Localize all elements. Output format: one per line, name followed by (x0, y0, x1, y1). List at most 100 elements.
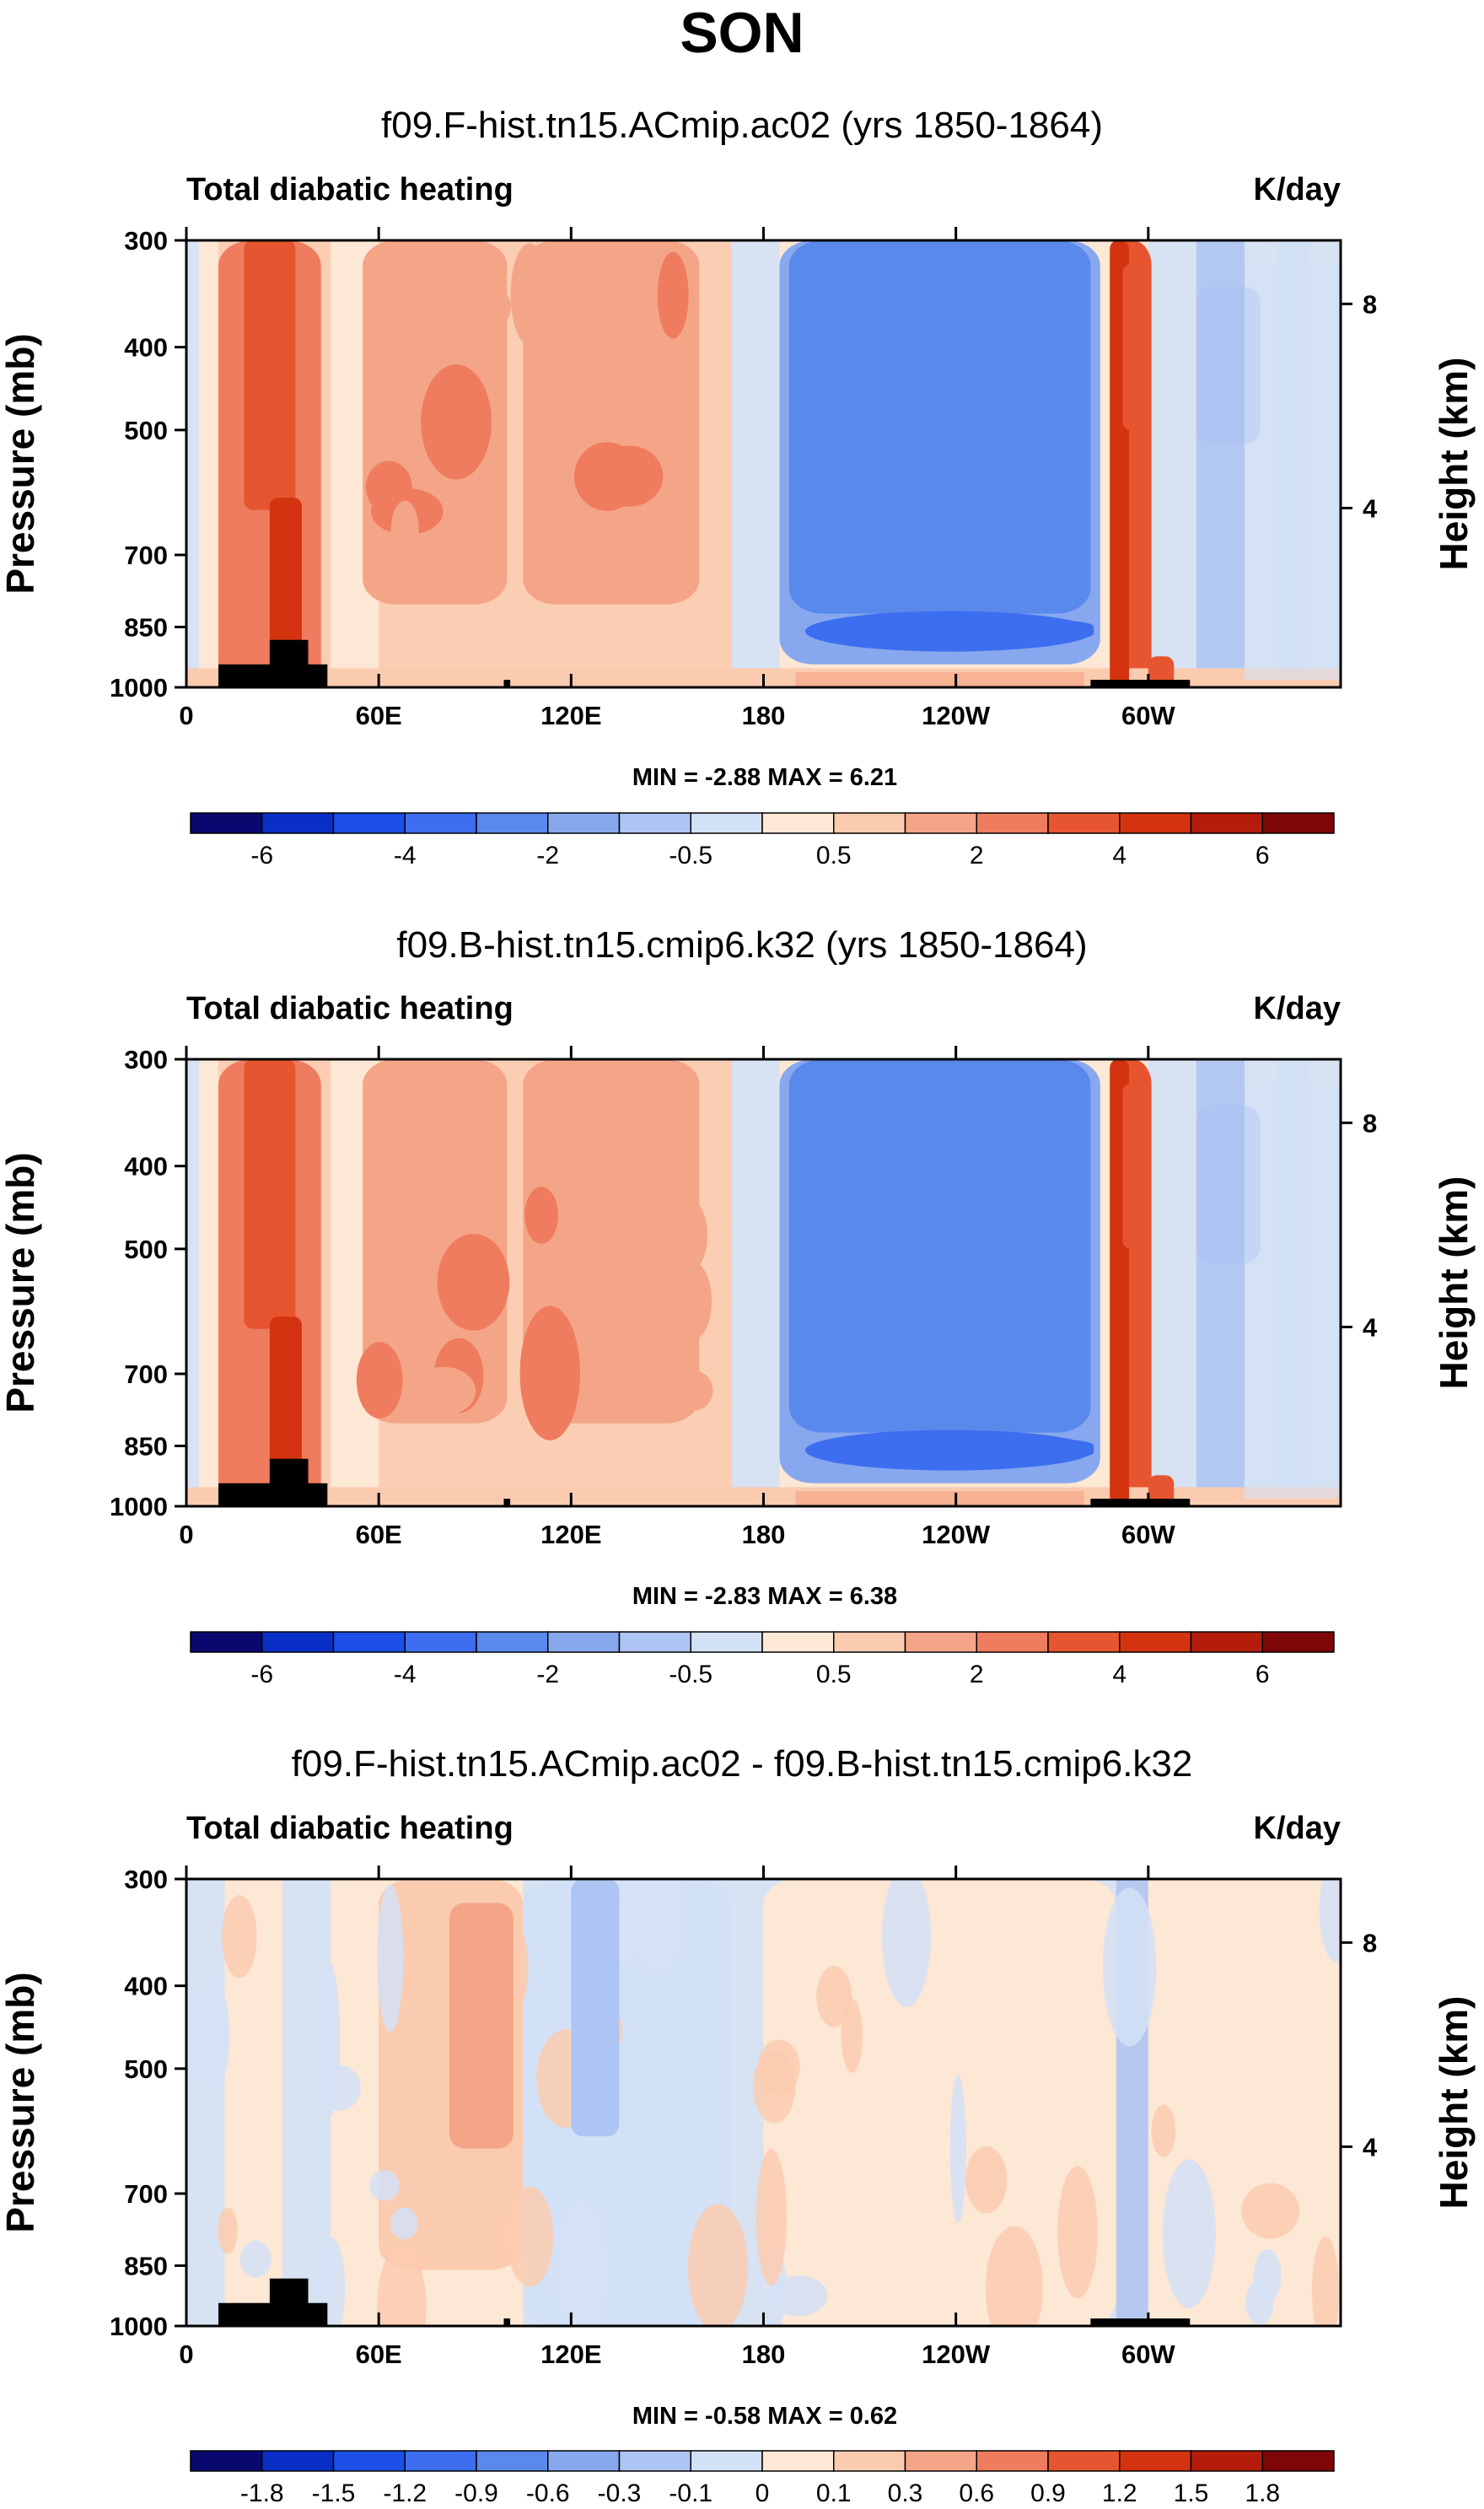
contour-region (816, 1966, 852, 2027)
y-tick-label: 1000 (110, 1492, 168, 1521)
colorbar-swatch (1119, 812, 1192, 834)
colorbar-label: -0.3 (598, 2479, 642, 2507)
contour-region (269, 498, 302, 684)
topography-mask (503, 2318, 511, 2326)
contour-region (1162, 2159, 1216, 2308)
y-tick-label: 1000 (110, 2312, 168, 2341)
y-tick-label: 500 (124, 416, 168, 445)
y-tick-label: 400 (124, 333, 168, 363)
y-axis-label: Pressure (mb) (0, 1972, 42, 2232)
page-title: SON (680, 1, 804, 65)
colorbar-swatch (1261, 812, 1335, 834)
x-tick-label: 120W (922, 701, 991, 730)
contour-region (841, 1998, 863, 2073)
contour-region (795, 672, 1084, 687)
colorbar-swatch (690, 812, 763, 834)
y-tick-label: 700 (124, 2179, 168, 2209)
colorbar-label: 0 (755, 2479, 770, 2507)
contour-region (1057, 2166, 1098, 2299)
x-tick-label: 60E (356, 1520, 402, 1549)
colorbar-label: 0.5 (816, 1661, 852, 1688)
x-tick-label: 60E (356, 701, 402, 730)
colorbar-label: 1.2 (1102, 2479, 1137, 2507)
contour-region (1122, 1083, 1148, 1249)
colorbar-label: -0.1 (669, 2479, 712, 2507)
colorbar-label: 0.6 (959, 2479, 994, 2507)
y-tick-label: 300 (124, 226, 168, 256)
colorbar-label: 0.9 (1030, 2479, 1066, 2507)
y-tick-label: 300 (124, 1865, 168, 1894)
y-tick-label: 400 (124, 1152, 168, 1182)
colorbar-swatch (690, 2450, 763, 2472)
contour-region (675, 1370, 713, 1411)
contour-region (377, 1884, 404, 2033)
contour-region (1312, 2236, 1340, 2326)
colorbar-swatch (618, 2450, 691, 2472)
contour-region (1241, 2183, 1300, 2239)
y-tick-label: 700 (124, 541, 168, 570)
plot-area: 0 60E 120E 180 120W 60W 300 400 500 700 850 1000 8 4 (110, 1865, 1378, 2369)
panel-title: f09.B-hist.tn15.cmip6.k32 (yrs 1850-1864… (396, 924, 1087, 966)
contour-region (571, 1879, 620, 2137)
y-tick-right-label: 8 (1363, 289, 1377, 319)
topography-mask (1090, 2318, 1191, 2326)
colorbar-swatch (261, 2450, 335, 2472)
colorbar-swatch (547, 1631, 621, 1653)
x-tick-label: 120W (922, 2339, 991, 2369)
x-tick-label: 180 (742, 1520, 786, 1549)
colorbar-swatch (976, 812, 1049, 834)
colorbar-swatch (476, 812, 549, 834)
colorbar-swatch (332, 2450, 406, 2472)
colorbar-label: -0.5 (669, 1661, 712, 1688)
contour-region (244, 1059, 296, 1329)
x-tick-label: 0 (179, 2339, 193, 2369)
contour-region (753, 2050, 796, 2124)
contour-region (365, 460, 412, 514)
contour-region (318, 2065, 361, 2111)
y-tick-label: 850 (124, 612, 168, 642)
x-tick-label: 120W (922, 1520, 991, 1549)
contour-region (244, 240, 296, 510)
colorbar-swatch (904, 2450, 977, 2472)
contour-region (369, 2170, 400, 2201)
panel-title: f09.F-hist.tn15.ACmip.ac02 - f09.B-hist.… (292, 1743, 1193, 1785)
contour-region (767, 2275, 828, 2317)
colorbar-swatch (976, 2450, 1049, 2472)
y-tick-label: 300 (124, 1045, 168, 1074)
colorbar-swatch (261, 812, 335, 834)
colorbar-swatch (404, 1631, 477, 1653)
x-tick-label: 60W (1121, 2339, 1175, 2369)
topography-mask (269, 639, 309, 687)
contour-region (788, 240, 1091, 614)
x-tick-label: 120E (540, 1520, 601, 1549)
colorbar-label: 4 (1112, 842, 1126, 870)
colorbar-label: -0.9 (454, 2479, 498, 2507)
colorbar-label: 1.5 (1174, 2479, 1209, 2507)
contour-band (186, 1879, 225, 2326)
contour-region (444, 280, 512, 334)
contour-region (506, 2186, 554, 2287)
contour-region (1102, 1887, 1157, 2047)
colorbar-swatch (761, 1631, 835, 1653)
topography-mask (503, 680, 511, 687)
contour-region (1148, 656, 1175, 687)
colorbar: -6 -4 -2 -0.5 0.5 2 4 6 (190, 1631, 1335, 1688)
contour-region (882, 1879, 931, 2007)
contour-region (401, 1171, 442, 1267)
colorbar-swatch (833, 2450, 906, 2472)
y-tick-right-label: 4 (1363, 493, 1378, 523)
y-tick-right-label: 4 (1363, 2132, 1378, 2162)
colorbar-label: 0.1 (816, 2479, 852, 2507)
colorbar-label: -6 (250, 842, 273, 870)
y-tick-right-label: 8 (1363, 1108, 1377, 1138)
topography-mask (503, 1499, 511, 1506)
y-tick-label: 700 (124, 1359, 168, 1389)
contour-region (222, 1895, 257, 1979)
colorbar-label: -4 (394, 1661, 417, 1688)
colorbar-swatch (1047, 1631, 1121, 1653)
colorbar-label: 6 (1255, 842, 1270, 870)
colorbar-swatch (190, 812, 263, 834)
field (186, 240, 1341, 687)
contour-region (269, 1316, 302, 1503)
x-tick-label: 0 (179, 1520, 193, 1549)
